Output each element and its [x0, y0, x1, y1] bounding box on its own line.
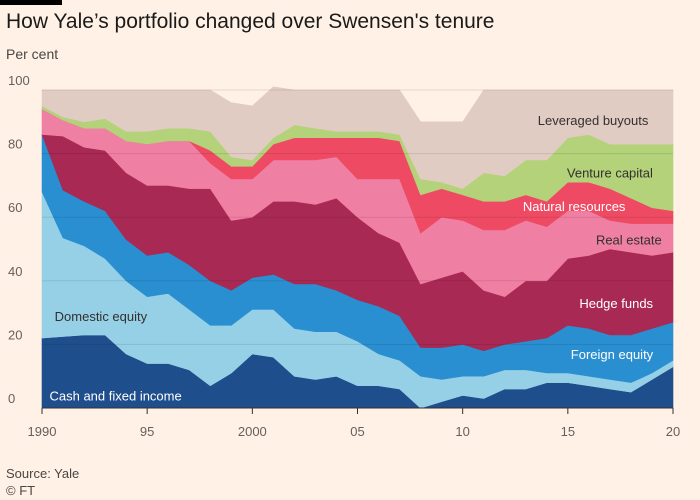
y-tick-label-80: 80 — [8, 137, 22, 152]
series-label-domestic-equity: Domestic equity — [55, 309, 148, 324]
series-label-foreign-equity: Foreign equity — [571, 347, 654, 362]
series-label-cash-and-fixed-income: Cash and fixed income — [49, 388, 181, 403]
series-label-hedge-funds: Hedge funds — [579, 296, 653, 311]
brand-bar — [0, 0, 62, 5]
y-tick-label-20: 20 — [8, 327, 22, 342]
x-tick-label-10: 10 — [455, 424, 469, 439]
x-tick-label-20: 20 — [666, 424, 680, 439]
chart-subtitle: Per cent — [6, 46, 59, 62]
x-tick-label-05: 05 — [350, 424, 364, 439]
x-tick-label-1990: 1990 — [28, 424, 57, 439]
series-label-leveraged-buyouts: Leveraged buyouts — [538, 113, 649, 128]
chart-title: How Yale’s portfolio changed over Swense… — [6, 10, 495, 33]
series-label-real-estate: Real estate — [596, 232, 662, 247]
x-tick-label-15: 15 — [561, 424, 575, 439]
source-note: Source: Yale — [6, 466, 80, 481]
y-tick-label-60: 60 — [8, 200, 22, 215]
area-leveraged-buyouts-8 — [41, 86, 674, 189]
series-label-venture-capital: Venture capital — [567, 166, 653, 181]
series-label-natural-resources: Natural resources — [523, 199, 626, 214]
copyright-note: © FT — [6, 483, 36, 498]
y-tick-label-100: 100 — [8, 73, 30, 88]
y-tick-label-40: 40 — [8, 264, 22, 279]
x-tick-label-95: 95 — [140, 424, 154, 439]
y-tick-label-0: 0 — [8, 391, 15, 406]
x-tick-label-2000: 2000 — [238, 424, 267, 439]
